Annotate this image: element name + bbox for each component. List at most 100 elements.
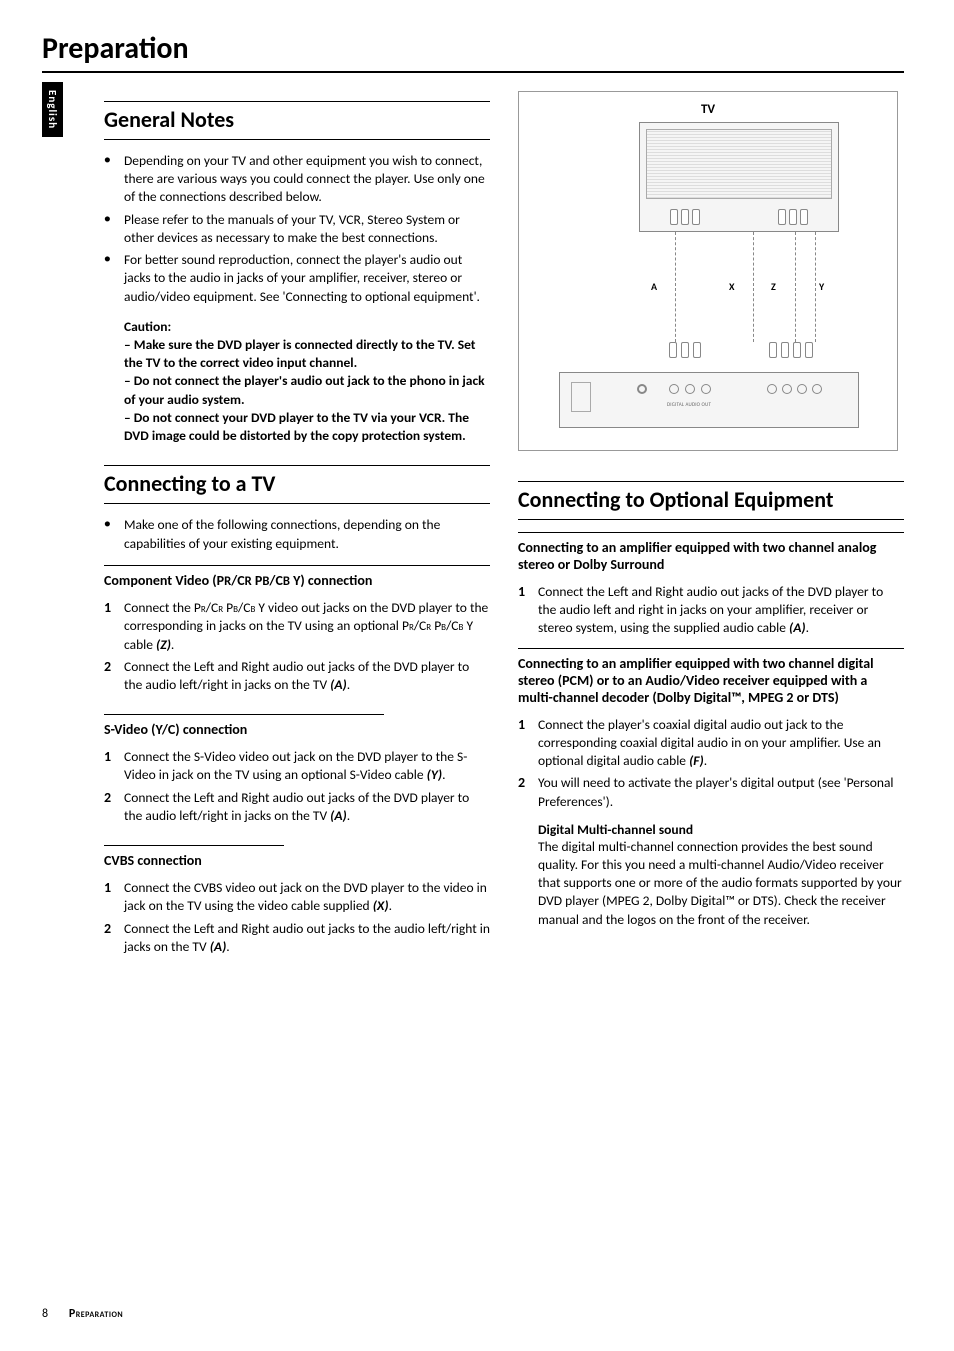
diagram-tv-label: TV (519, 102, 897, 117)
step-text: Connect the Left and Right audio out jac… (124, 920, 490, 955)
component-steps: 1 Connect the Pr/Cr Pb/Cb Y video out ja… (104, 599, 490, 694)
diagram-rca-jack-icon (782, 384, 792, 394)
diagram-rca-jack-icon (812, 384, 822, 394)
step-smallcaps: r (426, 619, 431, 634)
diagram-dvd-box (559, 372, 859, 428)
cvbs-heading: CVBS connection (104, 845, 284, 869)
diagram-jack-icon (769, 342, 777, 358)
general-bullet: Please refer to the manuals of your TV, … (104, 211, 490, 247)
diagram-jack-icon (781, 342, 789, 358)
step-text: Connect the Left and Right audio out jac… (538, 583, 883, 636)
diagram-rca-jack-icon (669, 384, 679, 394)
step-item: 2 You will need to activate the player's… (518, 774, 904, 810)
right-column: TV A X Z Y (518, 91, 904, 966)
left-column: General Notes Depending on your TV and o… (104, 91, 490, 966)
component-video-heading: Component Video (PR/CR PB/CB Y) connecti… (104, 565, 490, 589)
connect-tv-intro-list: Make one of the following connections, d… (104, 516, 490, 552)
diagram-label-z: Z (771, 280, 776, 293)
step-item: 2 Connect the Left and Right audio out j… (104, 920, 490, 956)
step-text: Connect the S-Video video out jack on th… (124, 748, 467, 783)
step-text: Connect the Left and Right audio out jac… (124, 658, 469, 693)
step-text: . (806, 619, 809, 636)
caution-line: – Do not connect your DVD player to the … (124, 409, 490, 445)
cable-ref: (F) (689, 752, 704, 769)
step-text: Connect the CVBS video out jack on the D… (124, 879, 487, 914)
step-item: 1 Connect the CVBS video out jack on the… (104, 879, 490, 915)
optional-equipment-heading: Connecting to Optional Equipment (518, 481, 904, 520)
cable-ref: (A) (789, 619, 806, 636)
heading-text: P (252, 572, 263, 589)
step-number: 1 (518, 716, 525, 735)
diagram-jack-icon (681, 342, 689, 358)
step-number: 1 (104, 748, 111, 767)
diagram-port-icon (800, 209, 808, 225)
step-text: Connect the player's coaxial digital aud… (538, 716, 881, 769)
step-number: 2 (518, 774, 525, 793)
caution-label: Caution: (124, 318, 490, 336)
connect-tv-heading: Connecting to a TV (104, 465, 490, 504)
digital-multi-title: Digital Multi-channel sound (538, 821, 904, 838)
diagram-port-icon (692, 209, 700, 225)
cable-ref: (A) (330, 807, 347, 824)
step-text: . (226, 938, 229, 955)
diagram-label-a: A (651, 280, 657, 293)
diagram-rear-jacks-left (669, 384, 711, 394)
heading-text: /C (231, 572, 244, 589)
diagram-port-icon (778, 209, 786, 225)
analog-steps: 1 Connect the Left and Right audio out j… (518, 583, 904, 638)
diagram-cable-y (815, 232, 816, 342)
diagram-coax-jack-icon (637, 384, 647, 394)
page-number: 8 (42, 1307, 48, 1321)
diagram-port-icon (789, 209, 797, 225)
page-title: Preparation (42, 30, 904, 73)
connection-diagram: TV A X Z Y (518, 91, 898, 451)
digital-steps: 1 Connect the player's coaxial digital a… (518, 716, 904, 811)
heading-smallcaps: B (283, 574, 290, 589)
step-number: 2 (104, 920, 111, 939)
step-number: 2 (104, 658, 111, 677)
diagram-rear-jacks-right (767, 384, 822, 394)
digital-amp-heading: Connecting to an amplifier equipped with… (518, 648, 904, 706)
diagram-label-y: Y (819, 280, 824, 293)
cable-ref: (A) (330, 676, 347, 693)
content-columns: General Notes Depending on your TV and o… (104, 91, 904, 966)
analog-amp-heading: Connecting to an amplifier equipped with… (518, 532, 904, 573)
diagram-dvd-jacks-right (769, 342, 813, 358)
diagram-tv-screen (646, 129, 832, 199)
diagram-port-icon (670, 209, 678, 225)
step-smallcaps: b (233, 601, 238, 616)
caution-line: – Make sure the DVD player is connected … (124, 336, 490, 372)
heading-text: Component Video (P (104, 572, 224, 589)
diagram-port-icon (681, 209, 689, 225)
diagram-jack-icon (805, 342, 813, 358)
heading-text: /C (269, 572, 282, 589)
cable-ref: (Y) (427, 766, 442, 783)
step-text: . (171, 636, 174, 653)
diagram-dvd-jacks-left (669, 342, 701, 358)
step-text: . (347, 807, 350, 824)
cable-ref: (A) (210, 938, 227, 955)
cable-ref: (Z) (156, 636, 171, 653)
step-smallcaps: r (218, 601, 223, 616)
cvbs-steps: 1 Connect the CVBS video out jack on the… (104, 879, 490, 956)
svideo-steps: 1 Connect the S-Video video out jack on … (104, 748, 490, 825)
step-item: 1 Connect the Pr/Cr Pb/Cb Y video out ja… (104, 599, 490, 654)
step-text: . (347, 676, 350, 693)
diagram-jack-icon (669, 342, 677, 358)
svideo-heading: S-Video (Y/C) connection (104, 714, 384, 738)
diagram-cable-z (795, 232, 796, 342)
general-notes-heading: General Notes (104, 101, 490, 140)
digital-multichannel-block: Digital Multi-channel sound The digital … (518, 821, 904, 929)
diagram-cable-a (675, 232, 676, 342)
diagram-rca-jack-icon (685, 384, 695, 394)
step-item: 2 Connect the Left and Right audio out j… (104, 658, 490, 694)
heading-text: Y) connection (290, 572, 372, 589)
digital-multi-body: The digital multi-channel connection pro… (538, 838, 904, 929)
cable-ref: (X) (373, 897, 389, 914)
step-smallcaps: r (201, 601, 206, 616)
step-number: 2 (104, 789, 111, 808)
diagram-tv-ports-left (670, 209, 700, 225)
step-text: . (389, 897, 392, 914)
caution-block: Caution: – Make sure the DVD player is c… (104, 318, 490, 446)
diagram-jack-icon (693, 342, 701, 358)
